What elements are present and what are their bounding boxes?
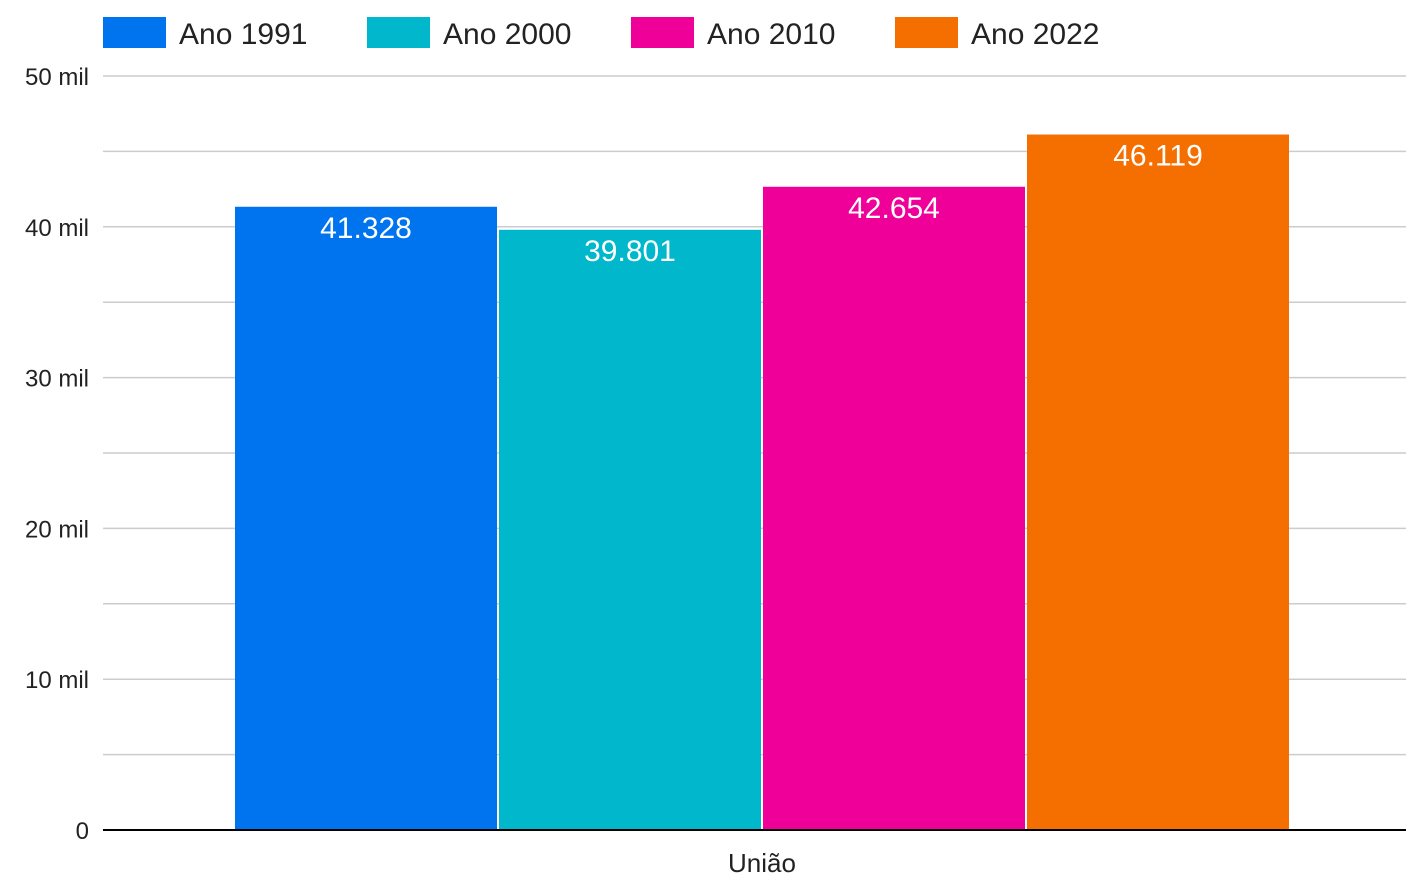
y-tick-label: 0 <box>76 818 89 845</box>
legend-entry-label: Ano 1991 <box>179 18 307 51</box>
bar-ano-2010 <box>763 186 1025 830</box>
y-tick-label: 50 mil <box>25 64 89 91</box>
bars: 41.328 39.801 42.654 46.119 <box>235 134 1289 831</box>
legend-entry-label: Ano 2000 <box>443 18 571 51</box>
y-tick-label: 30 mil <box>25 366 89 393</box>
data-label: 41.328 <box>320 212 412 245</box>
legend-entry-label: Ano 2022 <box>971 18 1099 51</box>
x-category-label: União <box>728 848 796 875</box>
bar-ano-2000 <box>499 229 761 831</box>
legend: Ano 1991 Ano 2000 Ano 2010 Ano 2022 <box>103 17 1099 51</box>
legend-swatch <box>631 17 694 48</box>
legend-swatch <box>895 17 958 48</box>
bar-ano-2022 <box>1027 134 1289 830</box>
bar-ano-1991 <box>235 206 497 831</box>
y-tick-label: 20 mil <box>25 516 89 543</box>
legend-swatch <box>367 17 430 48</box>
legend-entry-label: Ano 2010 <box>707 18 835 51</box>
legend-swatch <box>103 17 166 48</box>
y-tick-label: 40 mil <box>25 215 89 242</box>
axes: 0 10 mil 20 mil 30 mil 40 mil 50 mil União <box>25 64 1406 878</box>
y-tick-label: 10 mil <box>25 667 89 694</box>
data-label: 42.654 <box>848 192 940 225</box>
data-label: 39.801 <box>584 235 676 268</box>
data-label: 46.119 <box>1113 140 1203 173</box>
